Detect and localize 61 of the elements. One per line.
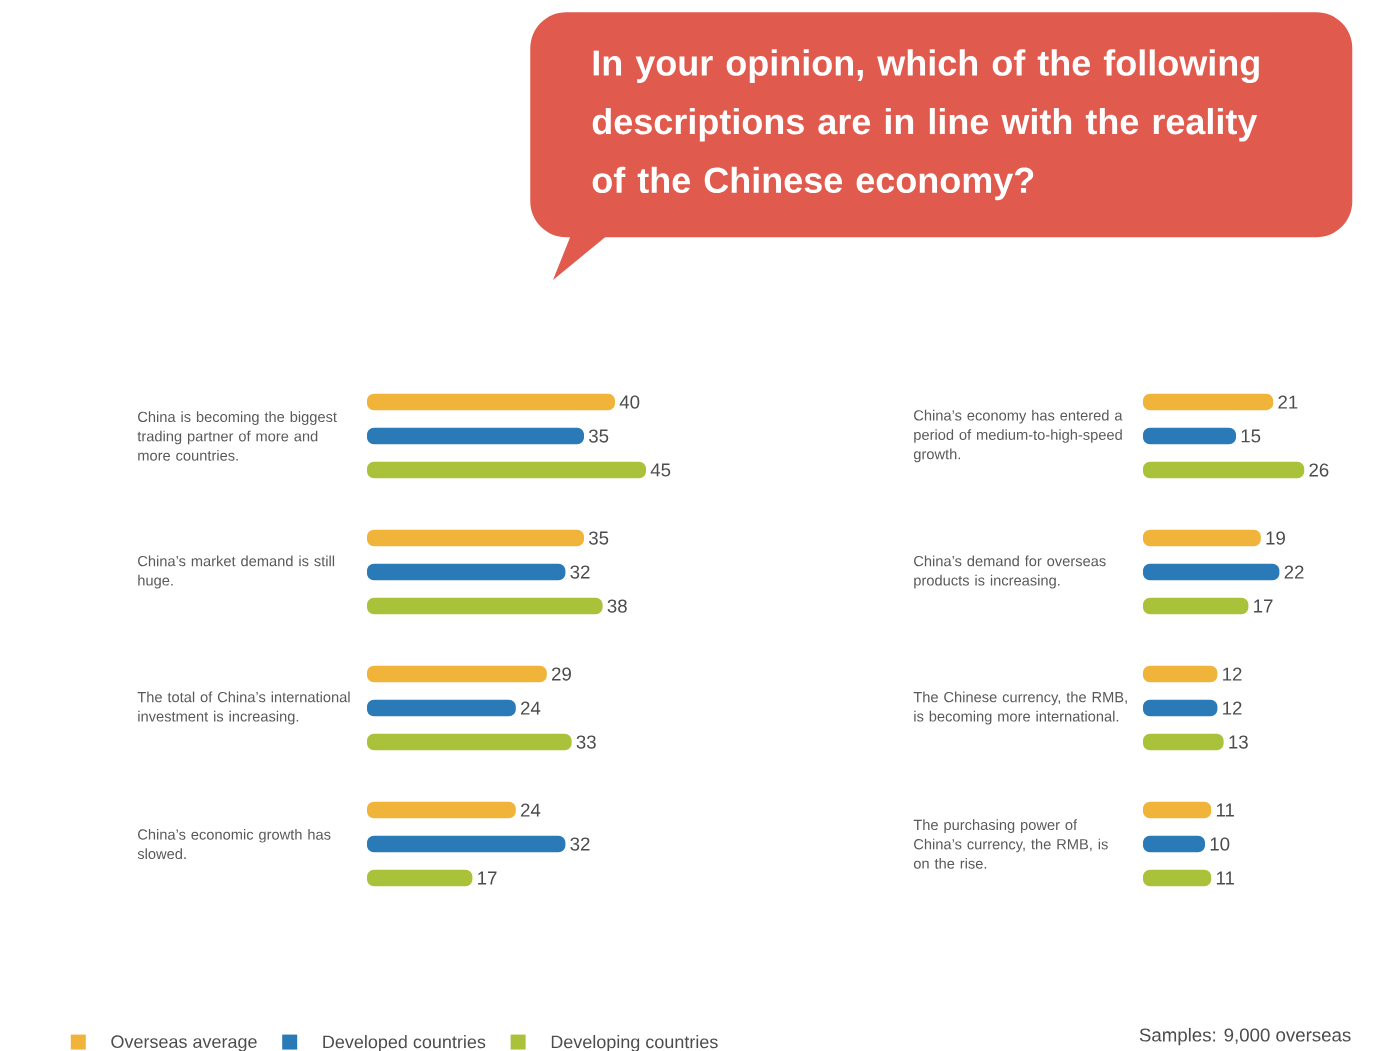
data-label: 38 <box>607 599 627 613</box>
bar <box>367 835 566 853</box>
bar <box>367 869 473 887</box>
data-label: 13 <box>1229 735 1248 749</box>
data-label: 33 <box>576 735 596 749</box>
y-tick-label: The Chinese currency, the RMB, is becoming more international. <box>913 691 1127 725</box>
data-label: 21 <box>1278 395 1298 409</box>
legend-label: Developing countries <box>551 1035 718 1051</box>
bar <box>367 563 566 581</box>
data-label: 15 <box>1241 429 1261 443</box>
data-label: 24 <box>521 701 541 715</box>
y-tick-label: China is becoming the biggest trading partner of more and more countries. <box>137 411 337 461</box>
data-label: 32 <box>570 837 590 851</box>
bar <box>367 699 516 717</box>
bar <box>1143 427 1237 445</box>
data-label: 19 <box>1266 531 1285 545</box>
data-label: 29 <box>552 667 571 681</box>
bar <box>367 733 572 751</box>
bar <box>367 461 646 479</box>
bar <box>1143 529 1261 547</box>
legend-label: Developed countries <box>323 1035 486 1051</box>
y-tick-label: China’s economic growth has slowed. <box>137 828 331 860</box>
data-label: 10 <box>1210 837 1230 851</box>
bar <box>1143 699 1218 717</box>
data-label: 24 <box>521 803 541 817</box>
data-label: 12 <box>1223 701 1242 715</box>
bar <box>367 427 584 445</box>
bar <box>1143 461 1305 479</box>
data-label: 17 <box>478 871 497 885</box>
data-label: 35 <box>588 429 609 443</box>
bar <box>1143 665 1218 683</box>
bar <box>1143 801 1212 819</box>
bar <box>1143 733 1224 751</box>
bar <box>367 597 603 615</box>
y-tick-label: China’s demand for overseas products is increasing. <box>914 555 1106 589</box>
data-label: 32 <box>570 565 590 579</box>
data-label: 26 <box>1309 463 1329 477</box>
text: Samples: 9,000 overseas <box>1139 1027 1351 1046</box>
bar <box>367 393 615 411</box>
data-label: 35 <box>588 531 609 545</box>
data-label: 17 <box>1254 599 1273 613</box>
bar <box>367 801 516 819</box>
y-tick-label: China’s market demand is still huge. <box>138 555 335 589</box>
bar <box>1143 563 1280 581</box>
bar <box>367 665 547 683</box>
data-label: 45 <box>650 463 671 477</box>
data-label: 40 <box>619 395 640 409</box>
chart-title: In your opinion, which of the following descriptions are in line with the reality of the Chinese economy? <box>592 49 1259 201</box>
data-label: 11 <box>1216 803 1234 817</box>
legend-label: Overseas average <box>111 1035 257 1051</box>
bar <box>1143 835 1206 853</box>
bar <box>1143 869 1212 887</box>
y-tick-label: The purchasing power of China’s currency, the RMB, is on the rise. <box>913 819 1108 869</box>
y-tick-label: The total of China’s international investment is increasing. <box>137 691 350 725</box>
data-label: 12 <box>1223 667 1242 681</box>
data-label: 11 <box>1216 871 1234 885</box>
bar <box>1143 597 1249 615</box>
data-label: 22 <box>1284 565 1304 579</box>
y-tick-label: China’s economy has entered a period of medium-to-high-speed growth. <box>913 409 1123 463</box>
bar <box>367 529 584 547</box>
bar <box>1143 393 1274 411</box>
